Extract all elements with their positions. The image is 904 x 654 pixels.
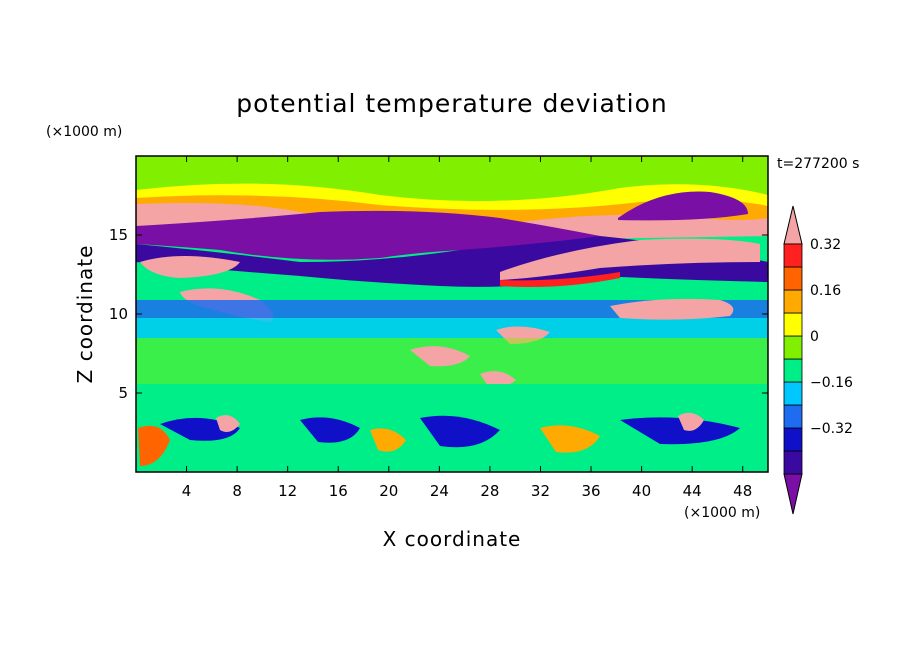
field-lower-orange-1 — [138, 425, 170, 466]
x-axis-label: X coordinate — [383, 527, 522, 551]
field-pink-lens-left — [140, 256, 240, 278]
x-tick-label: 36 — [581, 482, 600, 500]
time-label: t=277200 s — [777, 156, 859, 172]
field-pink-blob-1 — [410, 346, 470, 367]
field-pink-lens-mid — [496, 326, 550, 344]
colorbar-top-arrow — [783, 205, 803, 245]
colorbar-label: 0 — [810, 329, 819, 345]
colorbar-swatch — [783, 404, 803, 429]
x-tick-label: 32 — [531, 482, 550, 500]
colorbar-swatch — [783, 289, 803, 314]
field-blue-layer — [136, 300, 768, 318]
x-tick-label: 40 — [632, 482, 651, 500]
field-pink-lens-east — [610, 298, 734, 320]
x-unit-label: (×1000 m) — [684, 505, 760, 521]
field-purple-band — [136, 210, 600, 260]
field-lower-orange-3 — [370, 428, 406, 452]
colorbar-swatch — [783, 358, 803, 383]
x-ticks: 4 8 12 16 20 24 28 32 36 40 44 48 — [182, 156, 752, 500]
field-purple-cap — [618, 191, 748, 221]
y-tick-label: 15 — [109, 226, 128, 244]
colorbar-label: −0.16 — [810, 375, 853, 391]
field-lower-dark-blue-3 — [420, 415, 500, 448]
y-ticks: 5 10 15 — [109, 226, 768, 402]
x-tick-label: 8 — [232, 482, 242, 500]
colorbar-swatch — [783, 450, 803, 475]
colorbar-swatch — [783, 312, 803, 337]
field-lower-pink-2 — [216, 415, 240, 432]
field-lower-dark-blue-2 — [300, 417, 360, 443]
y-unit-label: (×1000 m) — [46, 124, 122, 140]
field-lower-dark-blue-4 — [620, 417, 740, 445]
field-lower-pink-1 — [678, 412, 704, 431]
field-pink-lens-right — [500, 238, 760, 280]
field-pink-blob-2 — [480, 371, 516, 388]
colorbar-swatch — [783, 335, 803, 360]
y-tick-label: 10 — [109, 305, 128, 323]
x-tick-label: 20 — [379, 482, 398, 500]
colorbar-swatch — [783, 427, 803, 452]
x-tick-label: 24 — [430, 482, 449, 500]
plot-area — [136, 156, 768, 472]
field-red-rim — [500, 272, 620, 287]
colorbar: 0.32 0.16 0 −0.16 −0.32 — [783, 205, 853, 515]
colorbar-label: 0.32 — [810, 237, 841, 253]
y-axis-label: Z coordinate — [73, 245, 97, 384]
colorbar-label: −0.32 — [810, 421, 853, 437]
colorbar-swatch — [783, 266, 803, 291]
colorbar-swatch — [783, 243, 803, 268]
x-tick-label: 44 — [683, 482, 702, 500]
field-cyan-layer — [136, 318, 768, 338]
x-tick-label: 28 — [480, 482, 499, 500]
y-tick-label: 5 — [118, 384, 128, 402]
field-lower-orange-2 — [540, 425, 600, 453]
x-tick-label: 12 — [278, 482, 297, 500]
x-tick-label: 48 — [733, 482, 752, 500]
x-tick-label: 4 — [182, 482, 192, 500]
chart-title: potential temperature deviation — [236, 89, 667, 118]
x-tick-label: 16 — [329, 482, 348, 500]
colorbar-swatch — [783, 381, 803, 406]
colorbar-bottom-arrow — [783, 473, 803, 515]
colorbar-label: 0.16 — [810, 283, 841, 299]
